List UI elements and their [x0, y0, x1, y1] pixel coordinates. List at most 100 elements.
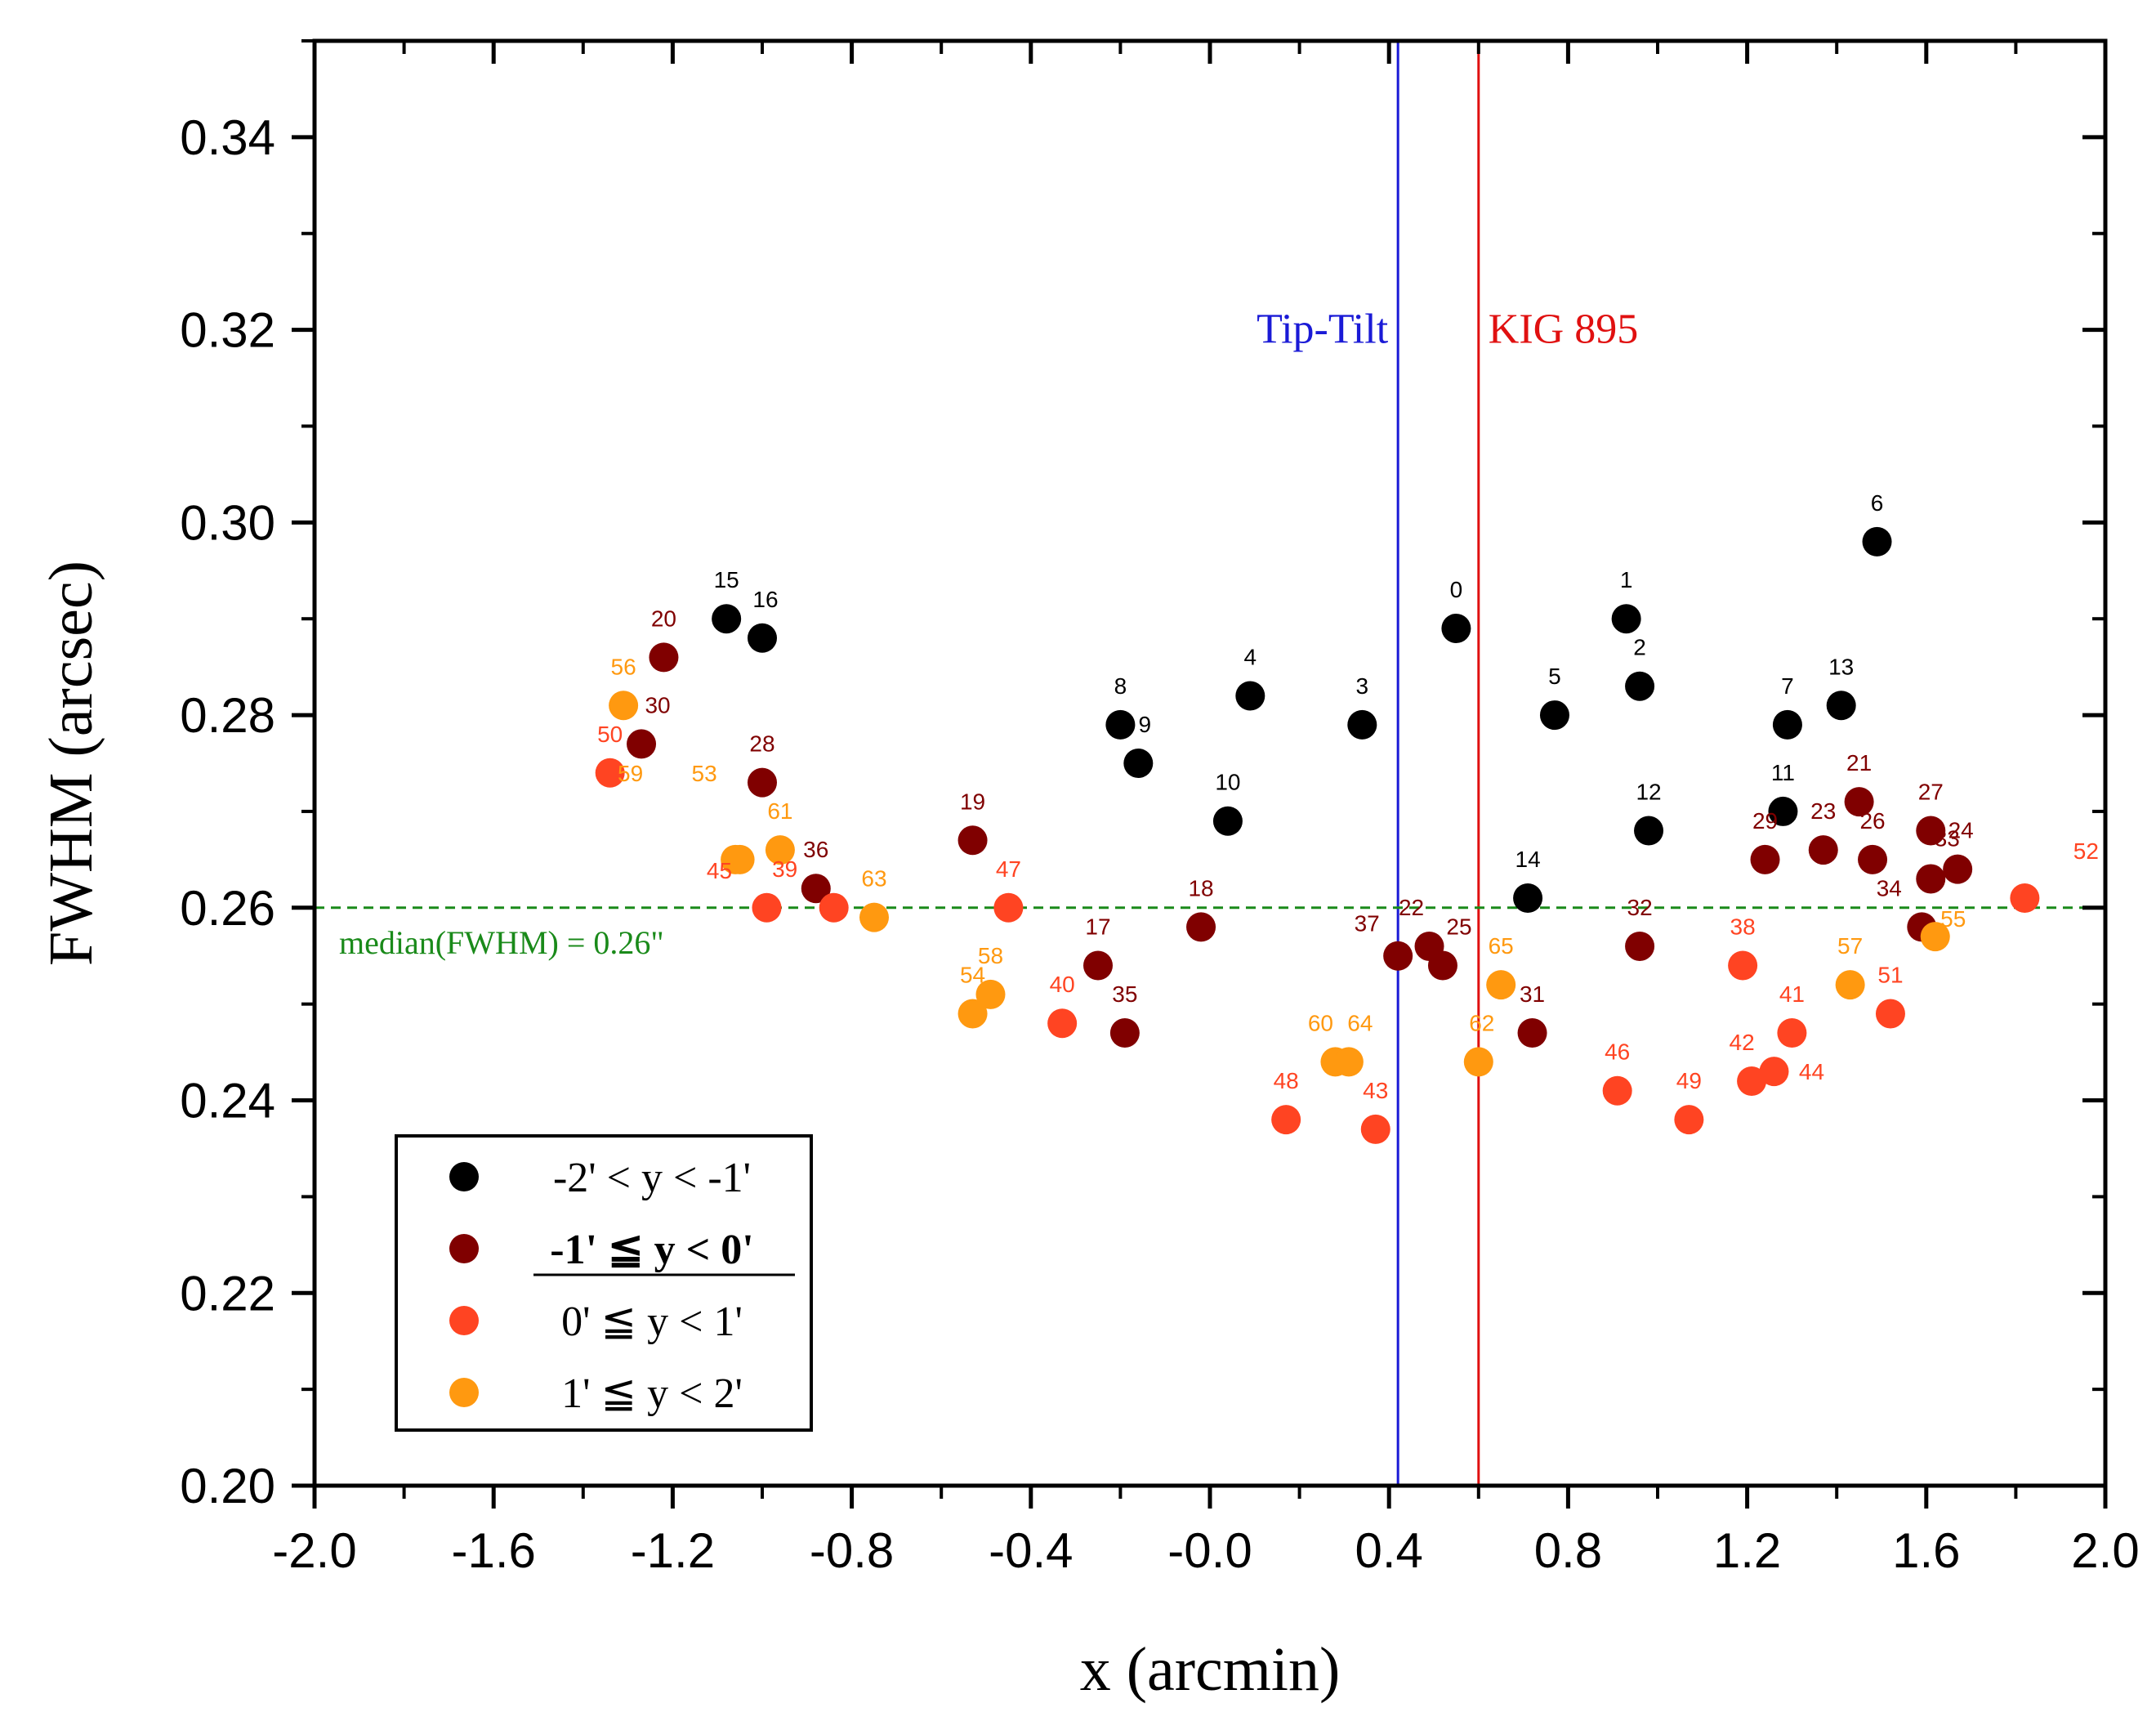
point-label: 53: [692, 761, 717, 786]
point-label: 15: [714, 567, 739, 592]
data-point: [1611, 604, 1641, 634]
data-point: [1750, 844, 1780, 874]
data-point: [801, 874, 831, 904]
point-label: 61: [767, 798, 792, 824]
data-point: [1441, 613, 1471, 643]
point-label: 7: [1781, 673, 1794, 699]
data-point: [1427, 950, 1457, 981]
point-label: 48: [1274, 1068, 1299, 1093]
point-label: 9: [1139, 712, 1152, 737]
data-point: [609, 691, 639, 721]
legend-marker: [449, 1234, 479, 1263]
legend-label: -1' ≦ y < 0': [550, 1227, 753, 1273]
x-tick-label: -0.8: [810, 1523, 894, 1578]
data-point: [1625, 671, 1655, 701]
y-tick-label: 0.24: [180, 1074, 275, 1129]
y-tick-label: 0.20: [180, 1459, 275, 1513]
point-label: 11: [1771, 760, 1795, 785]
point-label: 57: [1837, 933, 1863, 959]
legend-marker: [449, 1306, 479, 1335]
data-point: [752, 892, 782, 923]
data-point: [1539, 700, 1569, 731]
point-label: 30: [645, 692, 670, 717]
data-point: [1517, 1018, 1547, 1048]
vertical-line-label: KIG 895: [1489, 306, 1638, 353]
data-point: [1123, 749, 1154, 778]
point-label: 42: [1730, 1030, 1755, 1055]
point-label: 52: [2073, 838, 2099, 864]
point-label: 40: [1050, 972, 1075, 997]
point-label: 43: [1363, 1078, 1388, 1103]
point-label: 59: [618, 761, 643, 786]
axis-ticks: [292, 39, 2108, 1509]
median-label: median(FWHM) = 0.26": [339, 924, 664, 961]
point-label: 20: [651, 606, 676, 631]
point-label: 27: [1918, 780, 1944, 805]
legend-label: 1' ≦ y < 2': [561, 1370, 743, 1417]
data-point: [1186, 912, 1216, 942]
x-tick-label: -0.4: [989, 1523, 1073, 1578]
data-point: [1109, 1018, 1140, 1048]
y-tick-labels: 0.20 0.22 0.24 0.26 0.28 0.30 0.32 0.34: [180, 110, 275, 1513]
point-label: 50: [597, 722, 623, 747]
data-point: [975, 979, 1006, 1009]
x-tick-label: 1.6: [1892, 1523, 1960, 1578]
data-point: [1625, 931, 1655, 961]
vertical-line-label: Tip-Tilt: [1257, 306, 1389, 353]
x-tick-label: -2.0: [272, 1523, 356, 1578]
data-point: [1777, 1018, 1807, 1048]
data-point: [819, 892, 849, 923]
point-label: 36: [803, 837, 828, 862]
data-point: [1360, 1114, 1390, 1144]
data-point: [627, 729, 657, 759]
legend-marker: [449, 1162, 479, 1191]
data-point: [993, 892, 1024, 923]
x-tick-label: -1.6: [452, 1523, 536, 1578]
data-point: [1858, 844, 1888, 874]
point-label: 45: [707, 858, 732, 883]
data-point: [1486, 970, 1516, 1000]
data-point: [1674, 1105, 1704, 1135]
data-point: [1383, 941, 1413, 971]
data-point: [859, 902, 889, 932]
point-label: 32: [1627, 895, 1653, 920]
data-point: [2010, 883, 2040, 914]
data-point: [1634, 816, 1664, 846]
point-label: 21: [1846, 750, 1872, 776]
point-label: 39: [772, 856, 797, 882]
y-tick-label: 0.28: [180, 688, 275, 743]
data-point: [649, 642, 679, 673]
data-point: [1271, 1105, 1301, 1135]
point-label: 60: [1308, 1010, 1333, 1035]
legend-label: 0' ≦ y < 1': [561, 1299, 743, 1345]
point-label: 14: [1515, 847, 1541, 872]
point-label: 8: [1114, 673, 1127, 699]
point-label: 64: [1347, 1010, 1373, 1035]
point-label: 33: [1935, 825, 1960, 851]
point-label: 56: [611, 654, 636, 679]
point-label: 16: [752, 587, 778, 612]
data-point: [957, 825, 988, 856]
point-label: 63: [861, 866, 886, 892]
data-point: [748, 767, 777, 798]
point-label: 10: [1215, 770, 1240, 795]
point-label: 47: [996, 856, 1021, 882]
data-point: [1047, 1008, 1078, 1039]
legend: -2' < y < -1' -1' ≦ y < 0' 0' ≦ y < 1' 1' ≦…: [395, 1134, 813, 1432]
data-point: [1920, 922, 1950, 952]
data-point: [1737, 1066, 1767, 1096]
point-label: 62: [1469, 1010, 1494, 1035]
point-label: 29: [1752, 808, 1778, 834]
point-label: 41: [1779, 981, 1805, 1007]
data-point: [1808, 835, 1838, 865]
point-label: 65: [1489, 933, 1514, 959]
y-tick-label: 0.32: [180, 303, 275, 358]
x-axis-title: x (arcmin): [1080, 1635, 1341, 1704]
point-label: 19: [960, 789, 985, 814]
point-label: 18: [1188, 875, 1213, 901]
data-point: [1212, 806, 1243, 836]
data-point: [1513, 883, 1543, 914]
x-tick-labels: -2.0 -1.6 -1.2 -0.8 -0.4 -0.0 0.4 0.8 1.2 1.6 2.0: [272, 1523, 2139, 1578]
